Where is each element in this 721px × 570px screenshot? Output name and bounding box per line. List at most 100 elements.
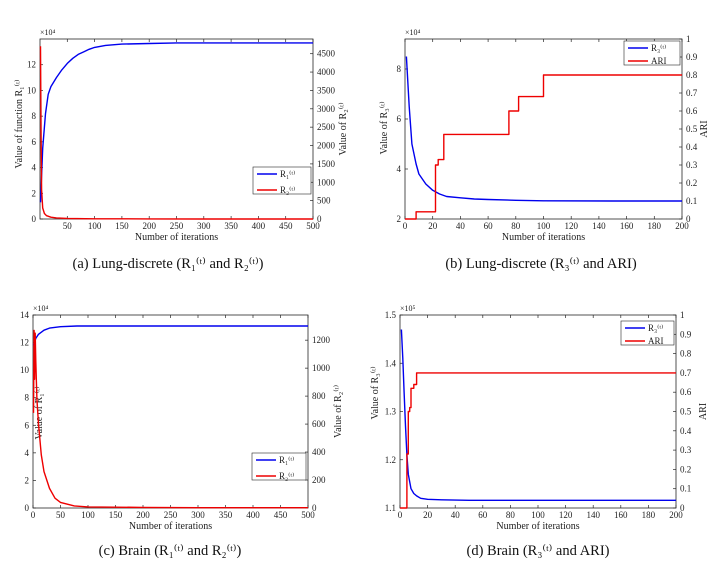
y-left-tick-label: 4 xyxy=(25,448,30,458)
y-left-tick-label: 0 xyxy=(32,214,37,224)
y-left-tick-label: 14 xyxy=(20,310,30,320)
series-line-1 xyxy=(32,325,308,346)
y-right-tick-label: 3500 xyxy=(317,85,336,95)
y-left-axis-label: Value of R₃⁽ᵗ⁾ xyxy=(379,101,390,154)
legend: R₃⁽ᵗ⁾ ARI xyxy=(623,40,681,66)
x-tick-label: 350 xyxy=(219,510,233,520)
panel-caption: (c) Brain (R₁⁽ᵗ⁾ and R₂⁽ᵗ⁾) xyxy=(99,543,242,559)
legend-box xyxy=(252,166,312,195)
plot-area-frame xyxy=(404,38,683,220)
y-right-tick-label: 0.8 xyxy=(680,349,692,359)
x-tick-label: 450 xyxy=(274,510,288,520)
legend-label-1: R₁⁽ᵗ⁾ xyxy=(279,455,294,465)
y-right-tick-label: 0.4 xyxy=(680,426,692,436)
legend-label-2: ARI xyxy=(651,56,667,66)
x-tick-label: 40 xyxy=(451,510,461,520)
x-axis-label: Number of iterations xyxy=(129,521,212,532)
y-left-tick-label: 1.4 xyxy=(385,358,397,368)
legend: R₃⁽ᵗ⁾ ARI xyxy=(620,320,675,346)
x-tick-label: 180 xyxy=(648,221,662,231)
y-right-tick-label: 0.9 xyxy=(680,329,692,339)
x-tick-label: 150 xyxy=(109,510,123,520)
y-left-tick-label: 1.2 xyxy=(385,455,396,465)
y-right-tick-label: 2500 xyxy=(317,122,336,132)
legend: R₁⁽ᵗ⁾ R₂⁽ᵗ⁾ xyxy=(252,166,312,195)
y-right-tick-label: 1000 xyxy=(317,177,336,187)
y-left-tick-label: 1.1 xyxy=(385,503,396,513)
y-right-tick-label: 4500 xyxy=(317,49,336,59)
x-tick-label: 250 xyxy=(170,221,184,231)
x-tick-label: 120 xyxy=(564,221,578,231)
y-right-tick-label: 1 xyxy=(680,310,685,320)
y-right-tick-label: 0.4 xyxy=(686,142,698,152)
x-tick-label: 20 xyxy=(423,510,433,520)
series-line-2 xyxy=(32,329,308,509)
y-left-tick-label: 2 xyxy=(25,475,30,485)
x-tick-label: 0 xyxy=(31,510,36,520)
legend-label-2: ARI xyxy=(648,336,664,346)
x-tick-label: 250 xyxy=(164,510,178,520)
series-line-1 xyxy=(39,42,313,203)
y-left-tick-label: 4 xyxy=(397,164,402,174)
y-right-tick-label: 0 xyxy=(317,214,322,224)
x-tick-label: 200 xyxy=(675,221,689,231)
y-right-tick-label: 0.1 xyxy=(686,196,697,206)
y-right-tick-label: 1500 xyxy=(317,159,336,169)
x-tick-label: 200 xyxy=(136,510,150,520)
y-left-tick-label: 10 xyxy=(27,85,37,95)
x-tick-label: 400 xyxy=(246,510,260,520)
y-right-tick-label: 0.7 xyxy=(680,368,692,378)
y-left-tick-label: 10 xyxy=(20,365,30,375)
y-right-tick-label: 500 xyxy=(317,196,331,206)
chart-panel-3: 0 50 100 150 200 250 300 350 400 450 5000246810121… xyxy=(20,304,344,559)
y-left-tick-label: 1.3 xyxy=(385,407,397,417)
y-right-tick-label: 0 xyxy=(680,503,685,513)
x-tick-label: 100 xyxy=(81,510,95,520)
y-right-tick-label: 0.8 xyxy=(686,70,698,80)
x-tick-label: 450 xyxy=(279,221,293,231)
x-tick-label: 0 xyxy=(398,510,403,520)
y-right-axis-label: ARI xyxy=(699,120,710,137)
series-line-2 xyxy=(400,372,676,509)
y-left-axis-label: Value of R₃⁽ᵗ⁾ xyxy=(370,366,381,419)
y-right-tick-label: 0.3 xyxy=(680,445,692,455)
y-left-tick-label: 12 xyxy=(20,338,29,348)
x-tick-label: 60 xyxy=(484,221,494,231)
panel-caption: (b) Lung-discrete (R₃⁽ᵗ⁾ and ARI) xyxy=(445,256,636,272)
y-right-tick-label: 600 xyxy=(312,419,326,429)
legend-label-1: R₃⁽ᵗ⁾ xyxy=(651,43,666,53)
x-tick-label: 120 xyxy=(559,510,573,520)
x-tick-label: 80 xyxy=(511,221,521,231)
y-right-tick-label: 0.6 xyxy=(686,106,698,116)
x-tick-label: 0 xyxy=(403,221,408,231)
x-tick-label: 100 xyxy=(88,221,102,231)
y-right-tick-label: 800 xyxy=(312,391,326,401)
legend-label-1: R₁⁽ᵗ⁾ xyxy=(280,169,295,179)
legend-label-1: R₃⁽ᵗ⁾ xyxy=(648,323,663,333)
y-left-multiplier: ×10⁴ xyxy=(40,28,56,37)
x-tick-label: 60 xyxy=(478,510,488,520)
y-left-tick-label: 8 xyxy=(32,111,37,121)
y-left-axis-label: Value of R₁⁽ᵗ⁾ xyxy=(34,386,45,439)
y-left-tick-label: 0 xyxy=(25,503,30,513)
x-axis-label: Number of iterations xyxy=(496,521,579,532)
y-right-axis-label: Value of R₂⁽ᵗ⁾ xyxy=(338,102,349,155)
y-right-tick-label: 1 xyxy=(686,34,691,44)
y-right-tick-label: 0.1 xyxy=(680,484,691,494)
series-line-2 xyxy=(405,74,682,220)
y-right-tick-label: 4000 xyxy=(317,67,336,77)
series-line-2 xyxy=(39,46,313,220)
x-tick-label: 300 xyxy=(191,510,205,520)
y-right-tick-label: 0.5 xyxy=(680,407,692,417)
x-tick-label: 500 xyxy=(306,221,320,231)
y-right-tick-label: 0.5 xyxy=(686,124,698,134)
y-left-tick-label: 6 xyxy=(25,420,30,430)
x-tick-label: 150 xyxy=(115,221,129,231)
x-tick-label: 200 xyxy=(142,221,156,231)
x-tick-label: 50 xyxy=(56,510,66,520)
legend: R₁⁽ᵗ⁾ R₂⁽ᵗ⁾ xyxy=(251,452,307,481)
x-tick-label: 140 xyxy=(586,510,600,520)
y-left-multiplier: ×10⁴ xyxy=(405,28,421,37)
y-left-axis-label: Value of function R₁⁽ᵗ⁾ xyxy=(14,80,25,169)
